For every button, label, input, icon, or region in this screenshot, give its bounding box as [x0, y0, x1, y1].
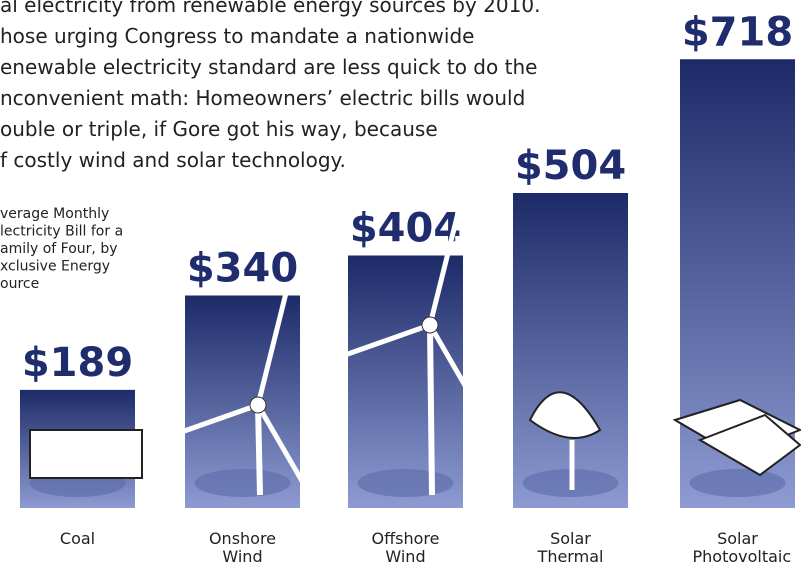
category-label: Offshore Wind — [371, 529, 440, 566]
paragraph-line: nconvenient math: Homeowners’ electric b… — [0, 86, 525, 110]
paragraph-line: ouble or triple, if Gore got his way, be… — [0, 117, 438, 141]
turbine-blade — [342, 322, 433, 358]
category-label: Coal — [59, 529, 96, 548]
solar-panel — [697, 413, 801, 477]
value-label: $504 — [515, 143, 626, 189]
annotation-line: amily of Four, by — [0, 241, 118, 257]
ground — [194, 469, 291, 497]
turbine-tower — [427, 324, 435, 496]
turbine-blade — [427, 322, 488, 423]
turbine-tower — [255, 404, 263, 496]
category-label: Solar Thermal — [537, 529, 604, 566]
ground — [357, 469, 454, 497]
value-label: $340 — [187, 246, 298, 292]
paragraph-line: f costly wind and solar technology. — [0, 148, 346, 172]
value-label: $404 — [350, 206, 461, 252]
turbine-blade — [170, 402, 261, 438]
turbine-hub — [421, 316, 439, 334]
category-label: Solar Photovoltaic — [692, 529, 792, 566]
turbine-blade — [427, 202, 463, 328]
category-label: Onshore Wind — [208, 529, 277, 566]
annotation-line: lectricity Bill for a — [0, 224, 123, 240]
bar — [348, 255, 463, 508]
paragraph-line: enewable electricity standard are less q… — [0, 55, 537, 79]
coal-car — [29, 429, 143, 479]
solar-dish — [528, 391, 602, 439]
annotation-line: ource — [0, 276, 39, 292]
turbine-hub — [249, 396, 267, 414]
value-label: $189 — [22, 340, 133, 386]
ground — [689, 469, 786, 497]
annotation-line: verage Monthly — [0, 206, 109, 222]
value-label: $718 — [682, 9, 793, 55]
turbine-blade — [255, 282, 291, 408]
paragraph-line: hose urging Congress to mandate a nation… — [0, 24, 474, 48]
turbine-blade — [255, 402, 316, 503]
annotation-line: xclusive Energy — [0, 259, 110, 275]
paragraph-line: al electricity from renewable energy sou… — [0, 0, 540, 17]
